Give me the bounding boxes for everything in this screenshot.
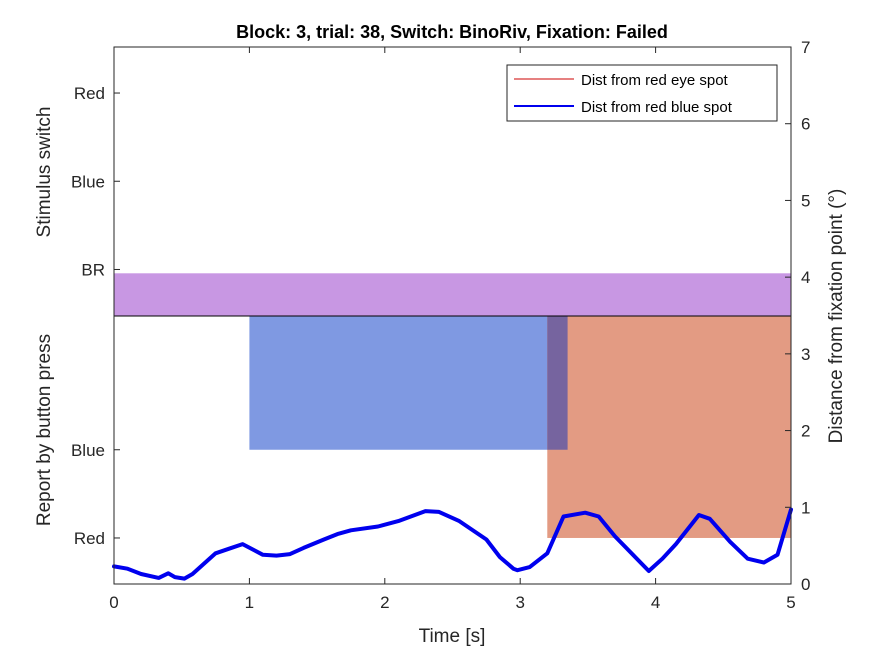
y-right-tick-label: 4 <box>801 268 810 287</box>
x-tick-label: 2 <box>380 593 389 612</box>
x-tick-label: 3 <box>515 593 524 612</box>
x-axis-ticks: 0 1 2 3 4 5 <box>109 47 796 612</box>
y-right-tick-label: 1 <box>801 498 810 517</box>
legend: Dist from red eye spot Dist from red blu… <box>506 64 778 122</box>
series-layer <box>112 507 793 581</box>
report-bar-blue <box>249 315 568 450</box>
y-left-tick-label: Blue <box>71 172 105 191</box>
legend-label-blue-spot: Dist from red blue spot <box>581 99 733 116</box>
y-left-label-report: Report by button press <box>34 334 55 526</box>
report-bar-red <box>547 315 791 538</box>
axes-box <box>113 46 792 585</box>
y-right-tick-label: 0 <box>801 575 810 594</box>
y-right-tick-label: 7 <box>801 38 810 57</box>
y-left-tick-label: Red <box>74 529 105 548</box>
x-tick-label: 0 <box>109 593 118 612</box>
y-right-tick-label: 2 <box>801 422 810 441</box>
y-right-label: Distance from fixation point (°) <box>826 189 847 444</box>
series-line-1 <box>112 507 793 581</box>
stimulus-band-br <box>114 273 791 316</box>
x-tick-label: 5 <box>786 593 795 612</box>
y-left-tick-label: BR <box>81 260 105 279</box>
y-right-axis-ticks: 0 1 2 3 4 5 6 7 <box>785 38 810 594</box>
y-right-tick-label: 5 <box>801 191 810 210</box>
y-left-tick-label: Blue <box>71 441 105 460</box>
x-tick-label: 1 <box>245 593 254 612</box>
legend-box <box>506 64 778 122</box>
y-left-tick-label: Red <box>74 84 105 103</box>
y-right-tick-label: 3 <box>801 345 810 364</box>
report-bar-overlap <box>547 315 568 450</box>
y-left-label-stimulus: Stimulus switch <box>34 107 55 238</box>
y-right-tick-label: 6 <box>801 115 810 134</box>
stimulus-band-layer <box>114 273 791 316</box>
x-tick-label: 4 <box>651 593 660 612</box>
report-bar-layer <box>249 315 791 538</box>
legend-label-red-eye: Dist from red eye spot <box>581 72 729 89</box>
x-axis-label: Time [s] <box>419 626 486 647</box>
chart-title: Block: 3, trial: 38, Switch: BinoRiv, Fi… <box>236 22 668 42</box>
y-left-axis-ticks: Red Blue BR Blue Red <box>71 84 120 548</box>
